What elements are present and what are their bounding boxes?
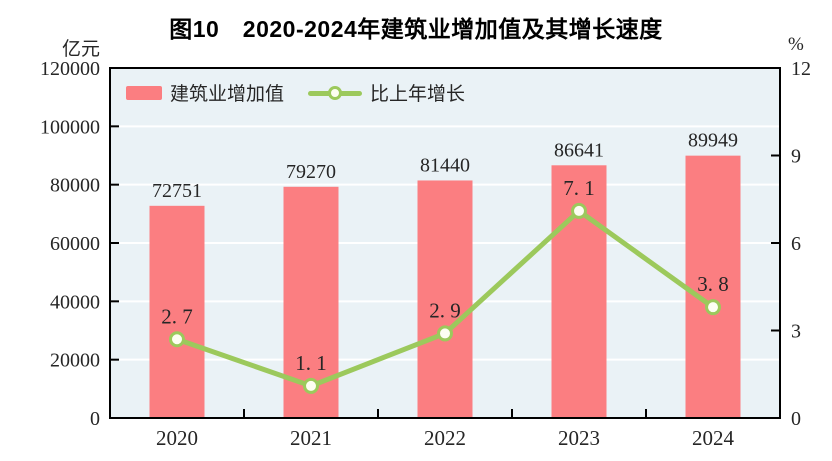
bar-value-label: 86641 [554, 139, 604, 161]
bar-value-label: 89949 [688, 130, 738, 152]
bar-2024 [685, 155, 741, 418]
right-axis-label: 6 [791, 233, 801, 255]
legend-line-label: 比上年增长 [370, 84, 466, 105]
legend-line-dot [328, 85, 343, 100]
line-value-label: 2. 7 [161, 304, 193, 328]
marker-2024 [705, 299, 721, 316]
right-axis-label: 3 [791, 321, 801, 343]
legend-line-marker [308, 85, 363, 101]
legend-item-bar: 建筑业增加值 [126, 79, 284, 106]
bar-value-label: 79270 [286, 161, 336, 183]
left-axis-label: 40000 [50, 291, 100, 313]
x-axis-label: 2024 [692, 426, 735, 450]
x-axis-label: 2020 [156, 426, 198, 450]
left-axis-unit: 亿元 [61, 39, 100, 60]
bar-value-label: 81440 [420, 154, 470, 176]
plot-frame [109, 67, 781, 419]
left-axis-label: 120000 [40, 58, 100, 80]
left-axis-label: 20000 [50, 350, 100, 372]
x-axis-label: 2023 [558, 426, 600, 450]
legend-bar-label: 建筑业增加值 [170, 84, 285, 105]
right-axis-label: 0 [791, 408, 801, 430]
line-value-label: 7. 1 [563, 176, 595, 200]
legend: 建筑业增加值 比上年增长 [126, 79, 465, 106]
right-axis-label: 12 [791, 58, 811, 80]
left-axis-label: 100000 [40, 116, 100, 138]
line-value-label: 2. 9 [429, 298, 461, 322]
line-value-label: 1. 1 [295, 351, 327, 375]
left-axis-label: 0 [90, 408, 100, 430]
bar-2022 [417, 180, 473, 418]
left-axis-label: 60000 [50, 233, 100, 255]
line-value-label: 3. 8 [697, 272, 729, 296]
marker-2022 [437, 325, 453, 342]
marker-2021 [303, 377, 319, 394]
bar-2020 [149, 205, 205, 418]
right-axis-unit: % [788, 34, 804, 55]
right-axis-label: 9 [791, 146, 801, 168]
x-axis-label: 2022 [424, 426, 466, 450]
left-axis-label: 80000 [50, 175, 100, 197]
marker-2023 [571, 202, 587, 219]
chart-title: 图10 2020-2024年建筑业增加值及其增长速度 [169, 16, 663, 42]
x-axis-label: 2021 [290, 426, 332, 450]
legend-item-line: 比上年增长 [308, 79, 465, 106]
marker-2020 [169, 331, 185, 348]
bar-value-label: 72751 [152, 180, 202, 202]
legend-bar-swatch [126, 85, 162, 100]
